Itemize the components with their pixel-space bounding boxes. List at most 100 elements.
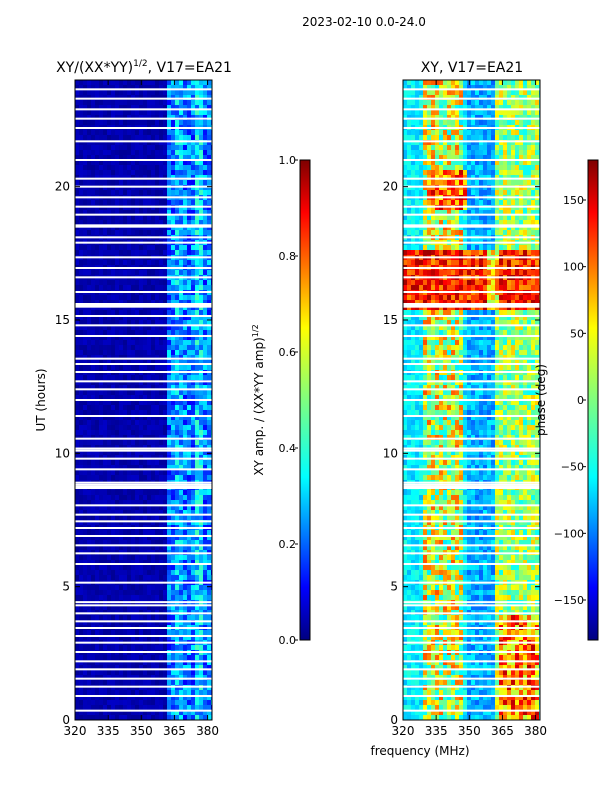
heatmap-cell	[207, 495, 211, 500]
heatmap-cell	[79, 500, 83, 505]
heatmap-cell	[99, 690, 103, 695]
heatmap-cell	[119, 260, 123, 265]
heatmap-cell	[491, 115, 495, 120]
heatmap-cell	[103, 660, 107, 665]
heatmap-cell	[455, 110, 459, 115]
heatmap-cell	[107, 155, 111, 160]
heatmap-cell	[431, 80, 435, 85]
heatmap-cell	[139, 115, 143, 120]
heatmap-cell	[167, 715, 171, 720]
heatmap-cell	[187, 680, 191, 685]
heatmap-cell	[131, 535, 135, 540]
heatmap-cell	[135, 215, 139, 220]
heatmap-cell	[203, 260, 207, 265]
heatmap-cell	[123, 190, 127, 195]
heatmap-cell	[103, 705, 107, 710]
heatmap-cell	[155, 710, 159, 715]
heatmap-cell	[159, 380, 163, 385]
heatmap-cell	[127, 465, 131, 470]
heatmap-cell	[87, 495, 91, 500]
heatmap-cell	[131, 415, 135, 420]
heatmap-cell	[155, 250, 159, 255]
heatmap-cell	[123, 245, 127, 250]
heatmap-cell	[155, 575, 159, 580]
heatmap-cell	[171, 80, 175, 85]
heatmap-cell	[499, 90, 503, 95]
heatmap-cell	[143, 585, 147, 590]
heatmap-cell	[103, 535, 107, 540]
flagged-row	[75, 449, 212, 452]
heatmap-cell	[519, 105, 523, 110]
heatmap-cell	[199, 675, 203, 680]
heatmap-cell	[187, 365, 191, 370]
heatmap-cell	[115, 310, 119, 315]
heatmap-cell	[207, 385, 211, 390]
heatmap-cell	[187, 295, 191, 300]
heatmap-cell	[139, 165, 143, 170]
heatmap-cell	[119, 565, 123, 570]
heatmap-cell	[111, 520, 115, 525]
heatmap-cell	[99, 165, 103, 170]
heatmap-cell	[183, 645, 187, 650]
heatmap-cell	[107, 510, 111, 515]
heatmap-cell	[199, 595, 203, 600]
heatmap-cell	[151, 145, 155, 150]
heatmap-cell	[119, 175, 123, 180]
heatmap-cell	[163, 95, 167, 100]
heatmap-cell	[191, 340, 195, 345]
heatmap-cell	[131, 705, 135, 710]
heatmap-cell	[107, 100, 111, 105]
heatmap-cell	[199, 615, 203, 620]
heatmap-cell	[127, 280, 131, 285]
heatmap-cell	[195, 405, 199, 410]
heatmap-cell	[103, 330, 107, 335]
heatmap-cell	[207, 280, 211, 285]
heatmap-cell	[199, 260, 203, 265]
heatmap-cell	[115, 505, 119, 510]
heatmap-cell	[119, 505, 123, 510]
heatmap-cell	[159, 710, 163, 715]
heatmap-cell	[131, 90, 135, 95]
heatmap-cell	[123, 250, 127, 255]
heatmap-cell	[123, 560, 127, 565]
flagged-row	[75, 437, 212, 440]
heatmap-cell	[75, 455, 79, 460]
heatmap-cell	[175, 345, 179, 350]
heatmap-cell	[99, 335, 103, 340]
heatmap-cell	[199, 535, 203, 540]
heatmap-cell	[159, 280, 163, 285]
heatmap-cell	[131, 660, 135, 665]
heatmap-cell	[87, 220, 91, 225]
heatmap-cell	[175, 595, 179, 600]
heatmap-cell	[159, 230, 163, 235]
heatmap-cell	[199, 85, 203, 90]
heatmap-cell	[407, 100, 411, 105]
heatmap-cell	[487, 95, 491, 100]
heatmap-cell	[131, 115, 135, 120]
heatmap-cell	[159, 175, 163, 180]
heatmap-cell	[167, 210, 171, 215]
heatmap-cell	[167, 530, 171, 535]
heatmap-cell	[187, 630, 191, 635]
heatmap-cell	[171, 515, 175, 520]
heatmap-cell	[167, 165, 171, 170]
heatmap-cell	[83, 575, 87, 580]
heatmap-cell	[107, 145, 111, 150]
heatmap-cell	[187, 530, 191, 535]
heatmap-cell	[439, 105, 443, 110]
heatmap-cell	[139, 405, 143, 410]
heatmap-cell	[95, 320, 99, 325]
heatmap-cell	[103, 570, 107, 575]
heatmap-cell	[167, 350, 171, 355]
flagged-row	[75, 668, 212, 671]
heatmap-cell	[83, 320, 87, 325]
heatmap-cell	[163, 395, 167, 400]
heatmap-cell	[103, 555, 107, 560]
heatmap-cell	[115, 620, 119, 625]
heatmap-cell	[155, 675, 159, 680]
heatmap-cell	[171, 350, 175, 355]
heatmap-cell	[119, 405, 123, 410]
heatmap-cell	[203, 85, 207, 90]
heatmap-cell	[151, 165, 155, 170]
heatmap-cell	[175, 545, 179, 550]
